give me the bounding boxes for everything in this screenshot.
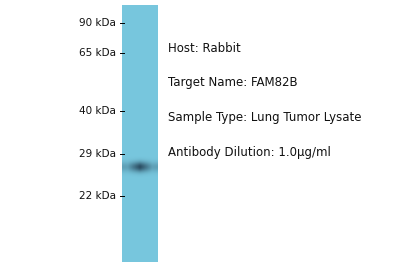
Text: 65 kDa: 65 kDa	[79, 48, 116, 58]
Text: Sample Type: Lung Tumor Lysate: Sample Type: Lung Tumor Lysate	[168, 111, 362, 124]
Text: Target Name: FAM82B: Target Name: FAM82B	[168, 76, 298, 89]
Text: 40 kDa: 40 kDa	[79, 106, 116, 116]
Text: Host: Rabbit: Host: Rabbit	[168, 42, 241, 54]
Text: 22 kDa: 22 kDa	[79, 191, 116, 201]
Text: 29 kDa: 29 kDa	[79, 148, 116, 159]
Text: 90 kDa: 90 kDa	[79, 18, 116, 28]
Text: Antibody Dilution: 1.0µg/ml: Antibody Dilution: 1.0µg/ml	[168, 146, 331, 159]
